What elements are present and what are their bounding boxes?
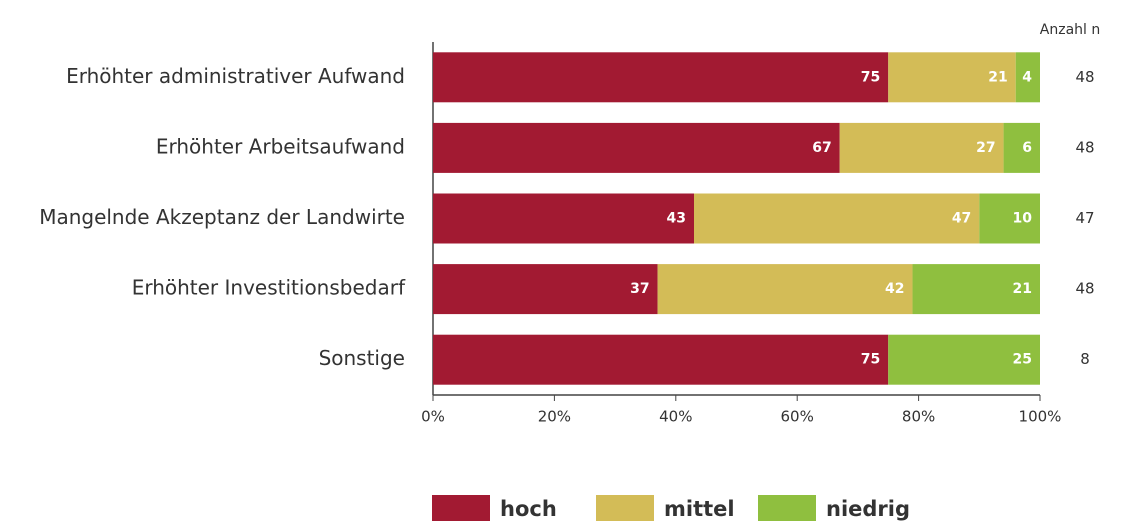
x-tick-label: 0% — [421, 408, 445, 426]
value-label: 27 — [976, 140, 995, 156]
x-tick-label: 40% — [659, 408, 692, 426]
legend-swatch — [758, 495, 816, 521]
x-tick-label: 20% — [538, 408, 571, 426]
value-label: 21 — [1013, 281, 1032, 297]
legend-label: mittel — [664, 497, 735, 521]
n-header: Anzahl n — [1040, 22, 1100, 38]
bar-segment — [433, 264, 658, 315]
value-label: 25 — [1013, 352, 1032, 368]
category-label: Mangelnde Akzeptanz der Landwirte — [39, 205, 405, 229]
bar-segment — [694, 193, 980, 244]
n-value: 47 — [1075, 209, 1094, 227]
bar-segment — [979, 193, 1040, 244]
legend-swatch — [596, 495, 654, 521]
category-label: Sonstige — [319, 346, 405, 370]
x-tick-label: 100% — [1019, 408, 1062, 426]
n-value: 48 — [1075, 138, 1094, 156]
n-value: 48 — [1075, 68, 1094, 86]
value-label: 37 — [630, 281, 649, 297]
bar-segment — [888, 334, 1040, 385]
value-label: 67 — [812, 140, 831, 156]
value-label: 42 — [885, 281, 904, 297]
bar-segment — [657, 264, 913, 315]
value-label: 4 — [1022, 69, 1032, 85]
value-label: 75 — [861, 352, 880, 368]
legend-label: niedrig — [826, 497, 910, 521]
value-label: 75 — [861, 69, 880, 85]
value-label: 47 — [952, 211, 971, 227]
n-value: 8 — [1080, 350, 1090, 368]
x-tick-label: 80% — [902, 408, 935, 426]
bar-segment — [433, 122, 840, 173]
bar-segment — [433, 193, 695, 244]
value-label: 21 — [988, 69, 1007, 85]
bar-segment — [839, 122, 1004, 173]
value-label: 6 — [1022, 140, 1032, 156]
bar-segment — [1015, 52, 1040, 103]
bar-segment — [1003, 122, 1040, 173]
n-value: 48 — [1075, 280, 1094, 298]
bar-segment — [888, 52, 1016, 103]
bar-segment — [433, 334, 889, 385]
bar-segment — [912, 264, 1040, 315]
value-label: 43 — [667, 211, 686, 227]
legend-swatch — [432, 495, 490, 521]
bar-segment — [433, 52, 889, 103]
value-label: 10 — [1013, 211, 1033, 227]
x-tick-label: 60% — [781, 408, 814, 426]
category-label: Erhöhter Investitionsbedarf — [132, 276, 406, 300]
legend-label: hoch — [500, 497, 557, 521]
category-label: Erhöhter Arbeitsaufwand — [156, 134, 405, 158]
category-label: Erhöhter administrativer Aufwand — [66, 64, 405, 88]
